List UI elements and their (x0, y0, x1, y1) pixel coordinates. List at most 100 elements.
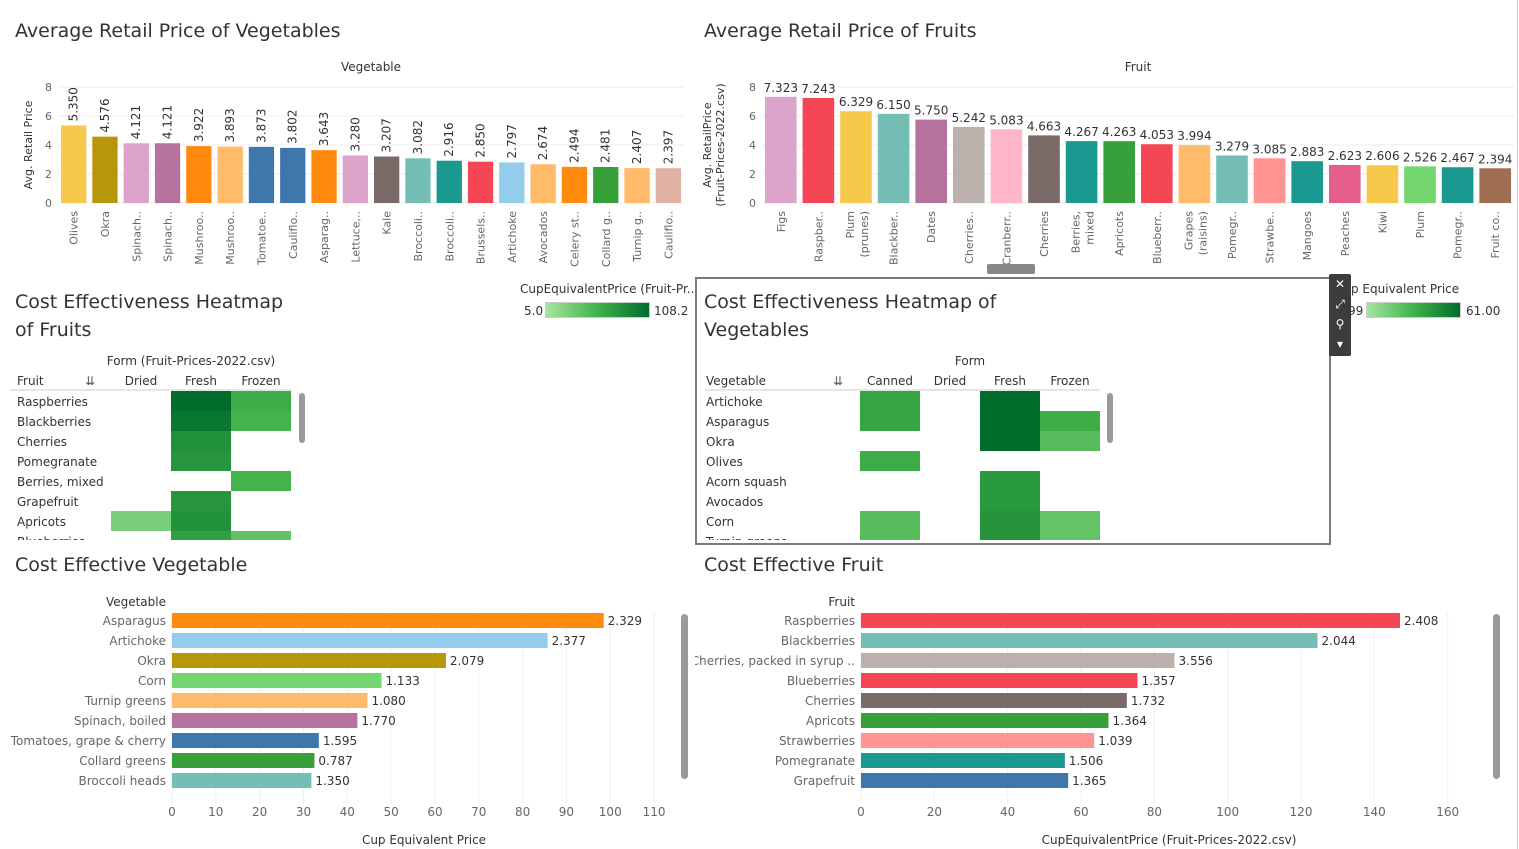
x-tick-label: Collard g.. (600, 211, 613, 267)
heatmap-cell (231, 391, 291, 411)
y-tick-label: 6 (45, 110, 52, 123)
data-label: 1.365 (1072, 774, 1106, 788)
y-category-label: Asparagus (103, 614, 166, 628)
data-label: 3.280 (348, 117, 362, 151)
data-label: 5.242 (952, 111, 986, 125)
bar (877, 113, 910, 203)
x-tick-label: Plum(prunes) (844, 211, 871, 258)
x-tick-label: Cauliflo.. (662, 211, 675, 259)
x-tick-label: 80 (515, 805, 530, 819)
veg-price-title: Average Retail Price of Vegetables (15, 20, 341, 42)
data-label: 5.750 (914, 104, 948, 118)
x-tick-label: Apricots (1113, 211, 1126, 256)
fruit-heatmap-title: Cost Effectiveness Heatmap of Fruits (15, 291, 284, 341)
close-icon[interactable]: ✕ (1334, 277, 1346, 291)
data-label: 3.994 (1177, 129, 1211, 143)
data-label: 2.467 (1440, 151, 1474, 165)
bar (953, 126, 985, 203)
y-tick-label: 4 (45, 139, 52, 152)
bar (499, 162, 525, 203)
heatmap-row-label: Turnip greens (705, 535, 787, 540)
heatmap-row-label: Blueberries (17, 535, 85, 540)
bar (248, 146, 275, 203)
data-label: 2.481 (599, 129, 613, 163)
data-label: 7.323 (764, 81, 798, 95)
bar (172, 753, 315, 768)
bar (172, 633, 548, 648)
filter-icon[interactable]: ⚲ (1335, 317, 1345, 331)
bar (186, 146, 212, 203)
data-label: 5.083 (989, 113, 1023, 127)
veg-heatmap[interactable]: Form Vegetable ⇊ Canned Dried Fresh Frozen Arti… (695, 350, 1125, 540)
fruit-heatmap[interactable]: Form (Fruit-Prices-2022.csv) Fruit ⇊ Dried F… (0, 350, 320, 540)
bar (172, 773, 312, 788)
data-label: 2.397 (661, 130, 675, 164)
fruit-cost-chart[interactable]: Fruit 0 20 40 60 80 100 120 140 160 CupEquivalentP… (695, 590, 1515, 848)
y-category-label: Corn (138, 674, 166, 688)
y-category-label: Tomatoes, grape & cherry (10, 734, 166, 748)
veg-cost-chart[interactable]: Vegetable 0 10 20 30 40 50 60 70 80 90 100 110 Cup Eq… (0, 590, 695, 848)
data-label: 4.663 (1027, 119, 1061, 133)
heatmap-cell (980, 511, 1040, 531)
bar (1479, 168, 1511, 203)
x-tick-label: 100 (1216, 805, 1239, 819)
heatmap-row-label: Raspberries (17, 395, 88, 409)
x-tick-label: Blueberr.. (1151, 211, 1164, 264)
x-tick-label: Berries,mixed (1070, 211, 1097, 253)
bar (840, 111, 872, 203)
y-category-label: Raspberries (784, 614, 855, 628)
heatmap-cell (860, 411, 920, 431)
x-tick-label: Cauliflo.. (287, 211, 300, 259)
bar (861, 773, 1069, 788)
fruit-legend-gradient (545, 302, 650, 318)
heatmap-cell (980, 431, 1040, 451)
x-tick-label: 90 (559, 805, 574, 819)
heatmap-column-label: Canned (867, 374, 913, 388)
data-label: 3.556 (1179, 654, 1213, 668)
x-tick-label: 100 (599, 805, 622, 819)
data-label: 2.606 (1365, 149, 1399, 163)
bar (915, 119, 947, 203)
x-tick-label: 0 (857, 805, 865, 819)
heatmap-group-header: Form (955, 354, 985, 368)
heatmap-cell (980, 391, 1040, 411)
data-label: 2.407 (630, 130, 644, 164)
bar (861, 713, 1109, 728)
y-category-label: Collard greens (79, 754, 166, 768)
bar (861, 613, 1400, 628)
y-tick-label: 4 (749, 139, 756, 152)
bar (172, 653, 446, 668)
drag-handle[interactable] (987, 264, 1035, 274)
sort-icon: ⇊ (833, 374, 843, 388)
fruit-legend-title: CupEquivalentPrice (Fruit-Pr.. (520, 282, 695, 296)
x-tick-label: Spinach.. (130, 211, 143, 262)
y-tick-label: 8 (749, 81, 756, 94)
y-category-label: Blackberries (781, 634, 855, 648)
fruit-legend-min: 5.0 (524, 304, 544, 318)
bar (436, 160, 462, 203)
data-label: 2.674 (536, 126, 550, 160)
data-label: 3.802 (286, 110, 300, 144)
x-tick-label: Mangoes (1301, 211, 1314, 261)
heatmap-column-label: Fresh (185, 374, 217, 388)
data-label: 3.085 (1252, 142, 1286, 156)
x-tick-label: Cherries (1038, 211, 1051, 257)
fruit-price-chart[interactable]: Fruit 0 2 4 6 8 Avg. RetailPrice(Fruit-Prices-… (695, 55, 1515, 270)
x-tick-label: 160 (1436, 805, 1459, 819)
heatmap-cell (980, 531, 1040, 540)
heatmap-cell (231, 471, 291, 491)
bar (172, 733, 319, 748)
heatmap-cell (860, 531, 920, 540)
data-label: 2.850 (474, 123, 488, 157)
data-label: 2.526 (1403, 150, 1437, 164)
more-options-icon[interactable]: ▾ (1336, 337, 1344, 351)
x-tick-label: 50 (383, 805, 398, 819)
x-tick-label: Fruit co.. (1489, 211, 1502, 258)
x-tick-label: 20 (252, 805, 267, 819)
data-label: 3.922 (192, 108, 206, 142)
veg-price-chart[interactable]: Vegetable 0 2 4 6 8 Avg. Retail Price 5.350 Oliv… (0, 55, 690, 270)
bar (802, 97, 835, 203)
heatmap-row-label: Apricots (17, 515, 66, 529)
heatmap-cell (1040, 431, 1100, 451)
expand-icon[interactable]: ⤢ (1335, 297, 1345, 311)
